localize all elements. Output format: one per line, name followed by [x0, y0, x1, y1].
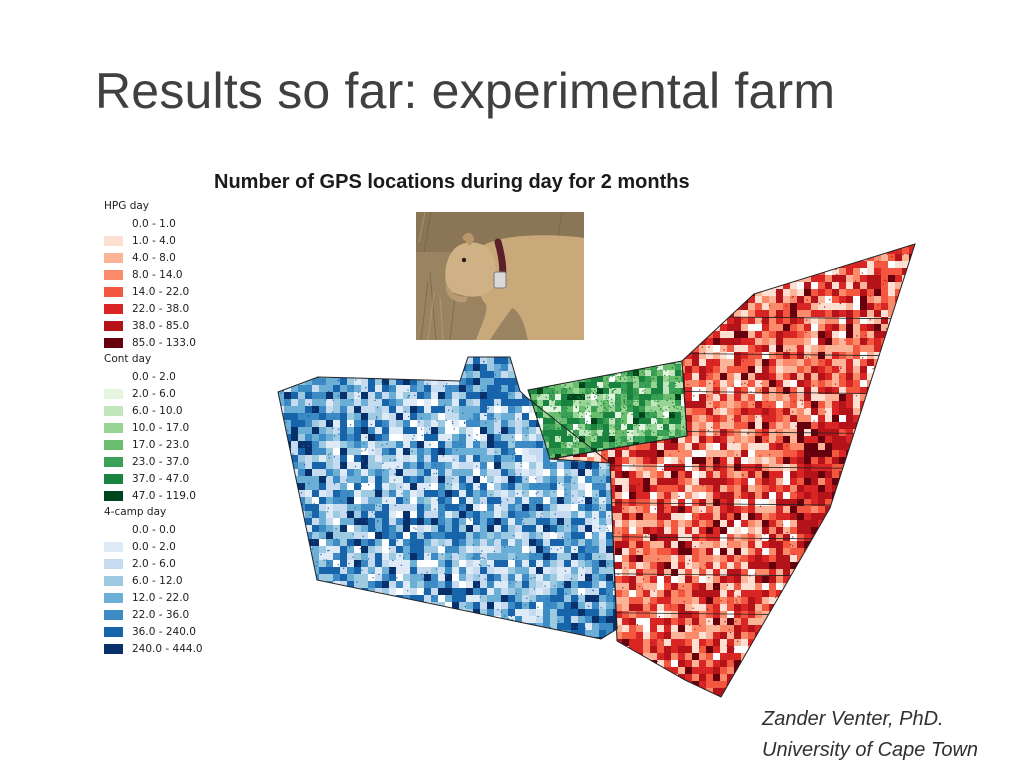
legend-swatch: [104, 252, 123, 263]
legend-entry: 12.0 - 22.0: [104, 589, 214, 606]
legend-swatch: [104, 388, 123, 399]
legend-label: 0.0 - 1.0: [132, 217, 176, 230]
legend-label: 0.0 - 2.0: [132, 370, 176, 383]
legend-label: 8.0 - 14.0: [132, 268, 183, 281]
legend-label: 22.0 - 38.0: [132, 302, 190, 315]
legend-entry: 37.0 - 47.0: [104, 470, 214, 487]
legend-label: 85.0 - 133.0: [132, 336, 196, 349]
legend-entry: 240.0 - 444.0: [104, 640, 214, 657]
legend-swatch: [104, 456, 123, 467]
legend-label: 1.0 - 4.0: [132, 234, 176, 247]
legend-label: 36.0 - 240.0: [132, 625, 196, 638]
map-title: Number of GPS locations during day for 2…: [214, 171, 690, 193]
legend-group-title: HPG day: [104, 200, 150, 212]
four-camp-boundary: [277, 356, 618, 640]
legend-swatch: [104, 524, 123, 535]
legend-label: 47.0 - 119.0: [132, 489, 196, 502]
legend-swatch: [104, 405, 123, 416]
slide-title: Results so far: experimental farm: [95, 63, 836, 119]
legend-label: 2.0 - 6.0: [132, 557, 176, 570]
legend-entry: 6.0 - 12.0: [104, 572, 214, 589]
legend-swatch: [104, 218, 123, 229]
legend-entry: 0.0 - 2.0: [104, 538, 214, 555]
legend-swatch: [104, 269, 123, 280]
legend-swatch: [104, 541, 123, 552]
legend-entry: 23.0 - 37.0: [104, 453, 214, 470]
legend-swatch: [104, 422, 123, 433]
legend-entry: 2.0 - 6.0: [104, 385, 214, 402]
legend-label: 0.0 - 2.0: [132, 540, 176, 553]
legend-entry: 0.0 - 0.0: [104, 521, 214, 538]
legend-group-title: Cont day: [104, 353, 152, 365]
legend-entry: 22.0 - 36.0: [104, 606, 214, 623]
legend-entry: 1.0 - 4.0: [104, 232, 214, 249]
cow-gps-collar-photo: [416, 212, 584, 340]
legend-label: 2.0 - 6.0: [132, 387, 176, 400]
legend-label: 6.0 - 12.0: [132, 574, 183, 587]
legend-entry: 0.0 - 1.0: [104, 215, 214, 232]
legend-label: 17.0 - 23.0: [132, 438, 190, 451]
legend-entry: 36.0 - 240.0: [104, 623, 214, 640]
legend-swatch: [104, 439, 123, 450]
legend-swatch: [104, 558, 123, 569]
legend-entry: 22.0 - 38.0: [104, 300, 214, 317]
legend-entry: 38.0 - 85.0: [104, 317, 214, 334]
legend-label: 37.0 - 47.0: [132, 472, 190, 485]
legend-label: 4.0 - 8.0: [132, 251, 176, 264]
author-name: Zander Venter, PhD.: [762, 708, 944, 730]
legend-entry: 2.0 - 6.0: [104, 555, 214, 572]
legend-entry: 14.0 - 22.0: [104, 283, 214, 300]
legend-swatch: [104, 609, 123, 620]
farm-gps-map: [270, 240, 920, 700]
legend-label: 38.0 - 85.0: [132, 319, 190, 332]
legend-label: 23.0 - 37.0: [132, 455, 190, 468]
legend-swatch: [104, 303, 123, 314]
legend-swatch: [104, 235, 123, 246]
legend-label: 10.0 - 17.0: [132, 421, 190, 434]
legend-entry: 85.0 - 133.0: [104, 334, 214, 351]
legend-swatch: [104, 286, 123, 297]
legend-swatch: [104, 592, 123, 603]
map-legend: HPG day 0.0 - 1.0 1.0 - 4.0 4.0 - 8.0 8.0 - …: [104, 198, 214, 657]
hpg-boundary: [549, 243, 916, 698]
legend-label: 14.0 - 22.0: [132, 285, 190, 298]
legend-entry: 6.0 - 10.0: [104, 402, 214, 419]
legend-label: 6.0 - 10.0: [132, 404, 183, 417]
legend-entry: 4.0 - 8.0: [104, 249, 214, 266]
legend-swatch: [104, 320, 123, 331]
legend-label: 12.0 - 22.0: [132, 591, 190, 604]
author-credit: Zander Venter, PhD. University of Cape T…: [762, 704, 978, 766]
legend-swatch: [104, 643, 123, 654]
legend-group-title: 4-camp day: [104, 506, 167, 518]
legend-swatch: [104, 371, 123, 382]
legend-entry: 0.0 - 2.0: [104, 368, 214, 385]
legend-label: 0.0 - 0.0: [132, 523, 176, 536]
legend-label: 240.0 - 444.0: [132, 642, 203, 655]
legend-entry: 8.0 - 14.0: [104, 266, 214, 283]
legend-entry: 47.0 - 119.0: [104, 487, 214, 504]
legend-swatch: [104, 337, 123, 348]
author-affiliation: University of Cape Town: [762, 739, 979, 761]
legend-label: 22.0 - 36.0: [132, 608, 190, 621]
legend-swatch: [104, 473, 123, 484]
farm-boundaries: [277, 243, 916, 698]
legend-swatch: [104, 490, 123, 501]
legend-entry: 17.0 - 23.0: [104, 436, 214, 453]
legend-swatch: [104, 575, 123, 586]
legend-swatch: [104, 626, 123, 637]
legend-entry: 10.0 - 17.0: [104, 419, 214, 436]
